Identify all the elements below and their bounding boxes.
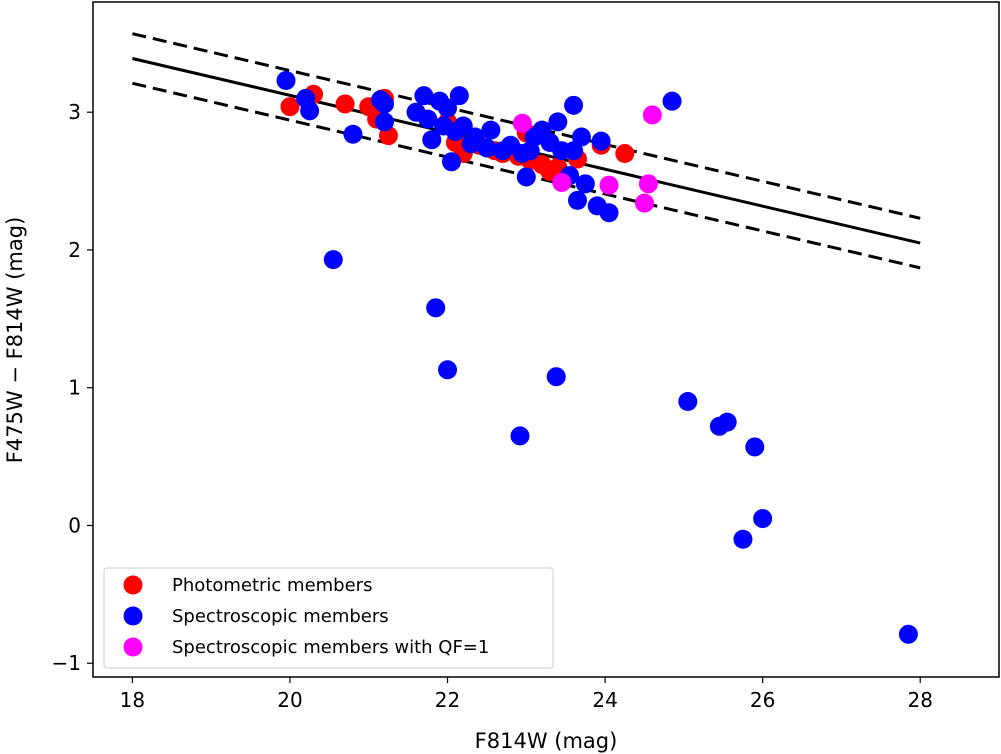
legend-marker-1 <box>123 606 143 626</box>
legend: Photometric members Spectroscopic members… <box>103 567 554 669</box>
point-s2-5 <box>642 105 662 125</box>
point-s2-3 <box>634 193 654 213</box>
y-axis-label: F475W − F814W (mag) <box>3 217 27 464</box>
point-s0-21 <box>615 144 635 164</box>
y-tick-label-3: 2 <box>68 238 81 262</box>
point-s1-53 <box>898 624 918 644</box>
y-tick-label-4: 3 <box>68 100 81 124</box>
legend-marker-0 <box>123 575 143 595</box>
point-s1-29 <box>516 167 536 187</box>
x-tick-label-3: 24 <box>592 688 617 712</box>
point-s1-47 <box>678 391 698 411</box>
point-s1-12 <box>426 298 446 318</box>
point-s1-11 <box>422 130 442 150</box>
point-s2-1 <box>552 172 572 192</box>
point-s1-35 <box>548 112 568 132</box>
point-s1-42 <box>575 174 595 194</box>
point-s2-4 <box>638 174 658 194</box>
data-points <box>276 71 918 644</box>
x-tick-label-2: 22 <box>435 688 460 712</box>
point-s0-2 <box>335 94 355 114</box>
legend-label-1: Spectroscopic members <box>172 606 389 627</box>
point-s1-0 <box>276 71 296 91</box>
x-axis-label: F814W (mag) <box>475 729 618 753</box>
point-s1-44 <box>591 131 611 151</box>
point-s1-19 <box>449 86 469 106</box>
point-s1-40 <box>568 190 588 210</box>
point-s1-51 <box>745 437 765 457</box>
x-tick-label-4: 26 <box>750 688 775 712</box>
point-s1-34 <box>546 367 566 387</box>
point-s1-10 <box>418 109 438 129</box>
point-s1-4 <box>343 124 363 144</box>
point-s1-7 <box>374 112 394 132</box>
point-s1-15 <box>438 360 458 380</box>
point-s1-17 <box>441 152 461 172</box>
point-s0-0 <box>280 97 300 117</box>
point-s1-16 <box>438 98 458 118</box>
legend-marker-2 <box>123 637 143 657</box>
point-s1-50 <box>733 529 753 549</box>
point-s1-46 <box>662 91 682 111</box>
legend-label-2: Spectroscopic members with QF=1 <box>172 637 489 658</box>
y-tick-label-1: 0 <box>68 513 81 537</box>
plot-frame <box>92 1 1000 678</box>
point-s1-23 <box>477 138 497 158</box>
x-tick-label-1: 20 <box>277 688 302 712</box>
point-s1-52 <box>753 509 773 529</box>
point-s1-3 <box>323 250 343 270</box>
y-tick-label-0: −1 <box>52 651 81 675</box>
point-s1-2 <box>300 101 320 121</box>
point-s1-45 <box>599 203 619 223</box>
point-s1-39 <box>564 141 584 161</box>
legend-frame <box>103 567 554 669</box>
point-s1-6 <box>374 94 394 114</box>
legend-label-0: Photometric members <box>172 575 372 596</box>
y-axis: −1 0 1 2 3 <box>52 100 93 675</box>
x-tick-label-0: 18 <box>120 688 145 712</box>
x-tick-label-5: 28 <box>907 688 932 712</box>
y-tick-label-2: 1 <box>68 376 81 400</box>
point-s1-38 <box>564 95 584 115</box>
point-s2-2 <box>599 175 619 195</box>
x-axis: 18 20 22 24 26 28 <box>120 677 933 712</box>
point-s2-0 <box>512 113 532 133</box>
point-s1-27 <box>510 426 530 446</box>
point-s1-49 <box>717 412 737 432</box>
point-s1-41 <box>571 127 591 147</box>
point-s1-24 <box>481 120 501 140</box>
point-s1-9 <box>414 86 434 106</box>
